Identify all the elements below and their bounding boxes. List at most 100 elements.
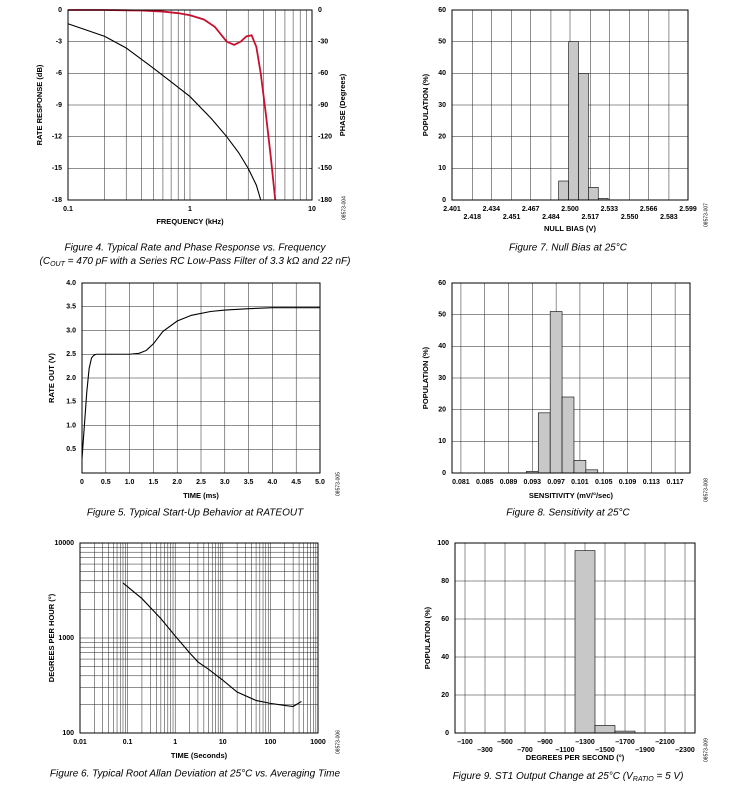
x-tick-label: –2100 — [655, 739, 675, 746]
x-tick-label: 0.093 — [524, 479, 542, 486]
figure-caption: Figure 4. Typical Rate and Phase Respons… — [64, 243, 326, 254]
y-tick-label: 10 — [438, 438, 446, 445]
x-axis-title: TIME (ms) — [183, 491, 219, 500]
plot-frame — [451, 9, 689, 201]
y-tick-label: 2.5 — [66, 351, 76, 358]
x-tick-label: 1 — [173, 739, 177, 746]
y-axis-title: DEGREES PER HOUR (°) — [47, 593, 56, 682]
y-tick-label: 60 — [438, 7, 446, 14]
y-tick-label: 30 — [438, 102, 446, 109]
y-tick-label: 0 — [442, 197, 446, 204]
histogram-bar — [588, 187, 599, 201]
y-tick-label: 50 — [438, 312, 446, 319]
y-tick-label: 10000 — [55, 540, 75, 547]
y-tick-label: -12 — [52, 134, 62, 141]
y2-axis-title: PHASE (Degrees) — [338, 73, 347, 136]
y2-tick-label: -90 — [318, 102, 328, 109]
x-tick-label: 2.550 — [621, 214, 639, 221]
y-tick-label: 4.0 — [66, 280, 76, 287]
histogram-bar — [594, 725, 616, 734]
y2-tick-label: -120 — [318, 134, 332, 141]
histogram-bar — [568, 41, 579, 201]
histogram-bar — [573, 460, 587, 474]
y-tick-label: 80 — [441, 578, 449, 585]
chart: 0.081 0.085 0.089 0.093 0.097 0.101 0.105 0.109… — [421, 280, 709, 502]
y-tick-label: -6 — [56, 70, 62, 77]
y-axis-title: POPULATION (%) — [421, 346, 430, 409]
y-tick-label: 0.5 — [66, 446, 76, 453]
y-tick-label: 1000 — [58, 635, 74, 642]
y-tick-label: 20 — [438, 134, 446, 141]
y-tick-label: 0 — [58, 7, 62, 14]
x-tick-label: 100 — [265, 739, 277, 746]
x-tick-label: 2.500 — [561, 206, 579, 213]
plot-frame — [67, 9, 313, 201]
caption-text: = 5 V) — [654, 771, 684, 782]
y-tick-label: 1.0 — [66, 422, 76, 429]
y2-tick-label: -150 — [318, 165, 332, 172]
figure-code: 08573-004 — [341, 196, 347, 220]
figure-code: 08573-008 — [703, 478, 709, 502]
histogram-bar — [574, 550, 596, 734]
figure-code: 08573-006 — [335, 730, 341, 754]
x-tick-label: 0.5 — [101, 479, 111, 486]
x-tick-label: –100 — [457, 739, 473, 746]
x-tick-label: –2300 — [675, 747, 695, 754]
x-tick-label: 2.434 — [483, 206, 501, 213]
chart: –100 –300 –500 –700 –900–1100–1300–1500–1700… — [423, 540, 709, 762]
figure-code: 08573-005 — [335, 472, 341, 496]
chart: 0 0.5 1.0 1.5 2.0 2.5 3.0 3.5 4.0 4.5 5.0 0.5 1.0 1.5… — [47, 280, 341, 500]
data-line — [67, 23, 262, 201]
y-axis-title: RATE RESPONSE (dB) — [35, 64, 44, 145]
x-tick-label: 3.0 — [220, 479, 230, 486]
x-tick-label: 2.566 — [640, 206, 658, 213]
y-tick-label: 50 — [438, 39, 446, 46]
y2-tick-label: -180 — [318, 197, 332, 204]
x-tick-label: 2.583 — [660, 214, 678, 221]
histogram-bar — [578, 73, 589, 201]
x-tick-label: 2.401 — [443, 206, 461, 213]
x-tick-label: –1100 — [555, 747, 574, 754]
y-tick-label: 40 — [441, 654, 449, 661]
x-tick-label: 1000 — [310, 739, 326, 746]
caption-text: Figure 9. ST1 Output Change at 25°C (V — [453, 771, 635, 782]
x-tick-label: 2.517 — [581, 214, 599, 221]
caption-text: (C — [40, 256, 51, 267]
y-tick-label: 0 — [445, 730, 449, 737]
x-tick-label: –900 — [537, 739, 553, 746]
y-tick-label: 60 — [441, 616, 449, 623]
x-axis-title: NULL BIAS (V) — [544, 224, 596, 233]
x-tick-label: 0.085 — [476, 479, 494, 486]
y-tick-label: 3.5 — [66, 304, 76, 311]
x-tick-label: 0.109 — [619, 479, 637, 486]
x-tick-label: –1700 — [615, 739, 635, 746]
x-tick-label: 1 — [188, 206, 192, 213]
y-tick-label: 100 — [62, 730, 74, 737]
y-tick-label: 10 — [438, 165, 446, 172]
x-tick-label: 10 — [308, 206, 316, 213]
x-tick-label: 5.0 — [315, 479, 325, 486]
x-tick-label: 2.599 — [679, 206, 697, 213]
chart: 0.01 0.1 1 10 100 1000 100 1000 10000 DEGREES PER… — [47, 540, 341, 760]
y-tick-label: 0 — [442, 470, 446, 477]
chart: 0.1 1 100-3-6-9-12-15-180-30-60-90-120-150… — [35, 7, 347, 226]
x-tick-label: 2.0 — [172, 479, 182, 486]
x-tick-label: –1300 — [575, 739, 595, 746]
x-tick-label: 0.101 — [571, 479, 589, 486]
y-tick-label: 30 — [438, 375, 446, 382]
caption-subscript: OUT — [50, 261, 66, 268]
y-tick-label: 20 — [441, 692, 449, 699]
x-tick-label: 4.0 — [268, 479, 278, 486]
plot-frame — [81, 282, 321, 474]
y-axis-title: POPULATION (%) — [423, 606, 432, 669]
y-tick-label: 40 — [438, 343, 446, 350]
chart: 2.4012.4182.4342.4512.4672.4842.5002.517… — [421, 7, 709, 233]
x-tick-label: 10 — [219, 739, 227, 746]
histogram-bar — [558, 180, 569, 201]
data-line — [122, 582, 302, 708]
y-tick-label: 20 — [438, 407, 446, 414]
y2-tick-label: 0 — [318, 7, 322, 14]
y-tick-label: -3 — [56, 39, 62, 46]
plot-frame — [451, 282, 691, 474]
x-tick-label: –1900 — [635, 747, 655, 754]
